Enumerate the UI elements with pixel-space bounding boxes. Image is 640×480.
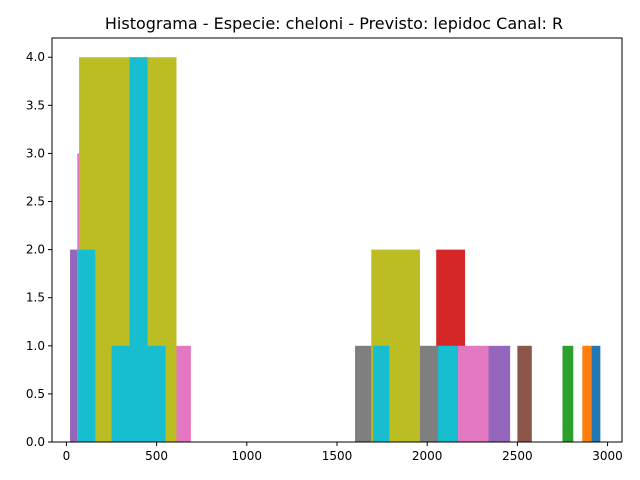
y-tick-label-2: 1.0 xyxy=(26,339,45,353)
histogram-bar-18 xyxy=(129,57,148,442)
x-tick-label-2: 1000 xyxy=(232,449,263,463)
histogram-bar-14 xyxy=(174,345,191,442)
histogram-bar-5 xyxy=(517,345,532,442)
histogram-bar-7 xyxy=(355,345,374,442)
histogram-bar-6 xyxy=(457,345,489,442)
y-tick-label-1: 0.5 xyxy=(26,387,45,401)
histogram-bar-16 xyxy=(77,249,96,442)
x-tick-label-5: 2500 xyxy=(502,449,533,463)
bars-layer xyxy=(70,57,601,442)
y-tick-label-5: 2.5 xyxy=(26,195,45,209)
y-tick-label-8: 4.0 xyxy=(26,50,45,64)
y-tick-label-3: 1.5 xyxy=(26,291,45,305)
x-tick-label-6: 3000 xyxy=(592,449,623,463)
histogram-bar-8 xyxy=(418,345,439,442)
y-tick-label-7: 3.5 xyxy=(26,98,45,112)
histogram-bar-11 xyxy=(438,345,458,442)
x-tick-label-0: 0 xyxy=(63,449,71,463)
histogram-bar-12 xyxy=(70,249,78,442)
histogram-bar-4 xyxy=(486,345,511,442)
x-tick-label-1: 500 xyxy=(145,449,168,463)
histogram-bar-1 xyxy=(582,345,592,442)
x-tick-label-3: 1500 xyxy=(322,449,353,463)
histogram-bar-0 xyxy=(591,345,601,442)
y-tick-label-6: 3.0 xyxy=(26,146,45,160)
y-tick-label-4: 2.0 xyxy=(26,243,45,257)
x-tick-label-4: 2000 xyxy=(412,449,443,463)
chart-title: Histograma - Especie: cheloni - Previsto… xyxy=(105,14,563,33)
histogram-bar-2 xyxy=(562,345,574,442)
axes-layer: 0 500 1000 1500 2000 2500 3000 0.0 0.5 1.0 1.5 2.0 2… xyxy=(26,37,623,463)
histogram-bar-10 xyxy=(373,345,390,442)
y-tick-label-0: 0.0 xyxy=(26,435,45,449)
